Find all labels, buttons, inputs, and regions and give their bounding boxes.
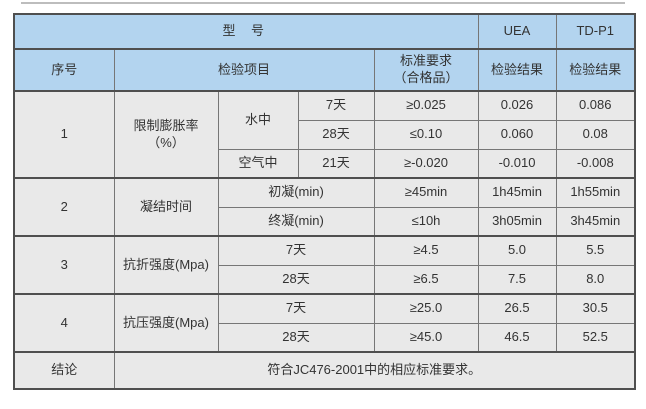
header-row-model: 型 号 UEA TD-P1 — [13, 13, 636, 50]
table-row: 28天 ≤0.10 0.060 0.08 — [14, 119, 636, 150]
cell-conclusion-text: 符合JC476-2001中的相应标准要求。 — [113, 351, 636, 390]
cell-standard-req: ≥45.0 — [373, 322, 479, 353]
cell-standard-req: ≥6.5 — [373, 264, 479, 295]
cell-col-result-uea: 检验结果 — [477, 48, 557, 92]
cell-conclusion-label: 结论 — [13, 351, 115, 390]
cell-result-tdp1: 30.5 — [555, 293, 636, 324]
cell-result-uea: -0.010 — [477, 148, 557, 179]
cell-standard-req: ≤10h — [373, 206, 479, 237]
cell-col-standard: 标准要求 （合格品） — [373, 48, 479, 92]
cell-col-seq: 序号 — [13, 48, 115, 92]
cell-age: 7天 — [297, 90, 375, 121]
cell-result-tdp1: 8.0 — [555, 264, 636, 295]
cell-standard-req: ≥-0.020 — [373, 148, 479, 179]
table-row: 28天 ≥45.0 46.5 52.5 — [14, 322, 636, 353]
cell-result-tdp1: -0.008 — [555, 148, 636, 179]
cell-age: 28天 — [217, 264, 375, 295]
cell-standard-req: ≥4.5 — [373, 235, 479, 266]
cell-standard-req: ≥45min — [373, 177, 479, 208]
cell-standard-req: ≤0.10 — [373, 119, 479, 150]
cell-result-uea: 7.5 — [477, 264, 557, 295]
cell-model-label: 型 号 — [13, 13, 479, 50]
table-row: 28天 ≥6.5 7.5 8.0 — [14, 264, 636, 295]
cell-result-tdp1: 52.5 — [555, 322, 636, 353]
cell-result-uea: 5.0 — [477, 235, 557, 266]
table-row: 1 限制膨胀率 （%） 水中 7天 ≥0.025 0.026 0.086 — [13, 90, 636, 179]
cell-result-tdp1: 0.086 — [555, 90, 636, 121]
cell-item-flexural-strength: 抗折强度(Mpa) — [113, 235, 219, 295]
conclusion-row: 结论 符合JC476-2001中的相应标准要求。 — [13, 351, 636, 390]
cell-item-setting-time: 凝结时间 — [113, 177, 219, 237]
cell-cond-in-air: 空气中 — [217, 148, 299, 179]
cell-age: 28天 — [217, 322, 375, 353]
cell-age: 7天 — [217, 235, 375, 266]
cell-col-result-tdp1: 检验结果 — [555, 48, 636, 92]
cell-standard-req: ≥0.025 — [373, 90, 479, 121]
cell-result-tdp1: 5.5 — [555, 235, 636, 266]
cell-model-tdp1: TD-P1 — [555, 13, 636, 50]
inspection-report-table: 型 号 UEA TD-P1 序号 检验项目 标准要求 （合格品） 检验结果 检验… — [13, 13, 636, 390]
cell-standard-req: ≥25.0 — [373, 293, 479, 324]
cell-col-item: 检验项目 — [113, 48, 375, 92]
header-row-columns: 序号 检验项目 标准要求 （合格品） 检验结果 检验结果 — [13, 48, 636, 92]
cell-result-uea: 1h45min — [477, 177, 557, 208]
cell-result-tdp1: 1h55min — [555, 177, 636, 208]
cell-item-expansion-rate: 限制膨胀率 （%） — [113, 90, 219, 179]
cell-age: 7天 — [217, 293, 375, 324]
cell-seq-4: 4 — [13, 293, 115, 353]
table-row: 2 凝结时间 初凝(min) ≥45min 1h45min 1h55min — [13, 177, 636, 237]
cell-result-tdp1: 0.08 — [555, 119, 636, 150]
cell-age: 21天 — [297, 148, 375, 179]
cell-result-uea: 0.060 — [477, 119, 557, 150]
table-row: 3 抗折强度(Mpa) 7天 ≥4.5 5.0 5.5 — [13, 235, 636, 295]
table-row: 终凝(min) ≤10h 3h05min 3h45min — [14, 206, 636, 237]
cell-result-uea: 46.5 — [477, 322, 557, 353]
cell-seq-2: 2 — [13, 177, 115, 237]
cell-sub-final-set: 终凝(min) — [217, 206, 375, 237]
cell-result-uea: 0.026 — [477, 90, 557, 121]
cell-sub-initial-set: 初凝(min) — [217, 177, 375, 208]
cell-age: 28天 — [297, 119, 375, 150]
table-row: 空气中 21天 ≥-0.020 -0.010 -0.008 — [14, 148, 636, 179]
cell-model-uea: UEA — [477, 13, 557, 50]
cell-result-uea: 26.5 — [477, 293, 557, 324]
cell-result-tdp1: 3h45min — [555, 206, 636, 237]
cell-result-uea: 3h05min — [477, 206, 557, 237]
cell-item-compressive-strength: 抗压强度(Mpa) — [113, 293, 219, 353]
top-divider-line — [21, 2, 625, 4]
cell-cond-in-water: 水中 — [217, 90, 299, 150]
cell-seq-3: 3 — [13, 235, 115, 295]
cell-seq-1: 1 — [13, 90, 115, 179]
table-row: 4 抗压强度(Mpa) 7天 ≥25.0 26.5 30.5 — [13, 293, 636, 353]
